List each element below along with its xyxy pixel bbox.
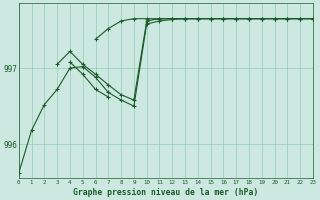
X-axis label: Graphe pression niveau de la mer (hPa): Graphe pression niveau de la mer (hPa) bbox=[73, 188, 259, 197]
